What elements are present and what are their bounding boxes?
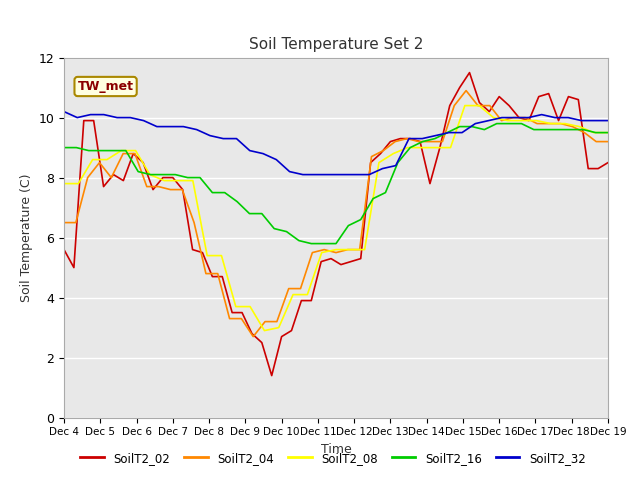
X-axis label: Time: Time xyxy=(321,443,351,456)
Legend: SoilT2_02, SoilT2_04, SoilT2_08, SoilT2_16, SoilT2_32: SoilT2_02, SoilT2_04, SoilT2_08, SoilT2_… xyxy=(76,447,590,469)
Y-axis label: Soil Temperature (C): Soil Temperature (C) xyxy=(20,173,33,302)
Title: Soil Temperature Set 2: Soil Temperature Set 2 xyxy=(249,37,423,52)
Text: TW_met: TW_met xyxy=(77,80,134,93)
